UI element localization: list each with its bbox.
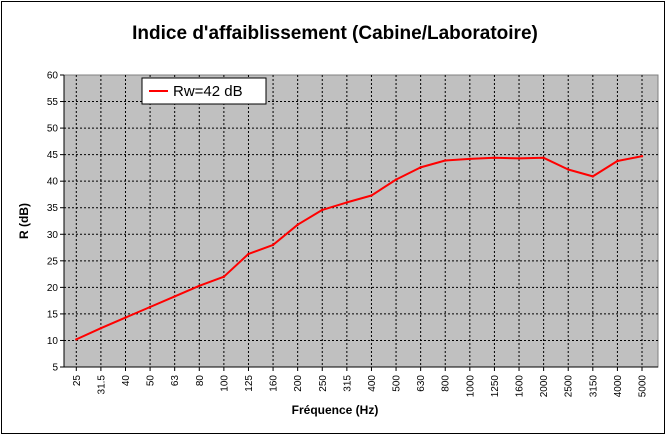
x-tick-label: 2000 xyxy=(539,375,550,398)
x-tick-label: 1000 xyxy=(465,375,476,398)
series-line xyxy=(75,155,643,341)
y-tick-label: 55 xyxy=(47,97,59,108)
data-point xyxy=(173,295,176,298)
data-point xyxy=(124,316,127,319)
x-axis-ticks: 25 31.5 40 50 63 80 100 125 160 200 250 315 400 500 63… xyxy=(64,366,658,398)
data-point xyxy=(517,157,521,160)
x-tick-label: 63 xyxy=(170,375,181,387)
x-tick-label: 200 xyxy=(293,375,304,392)
x-tick-label: 400 xyxy=(367,375,378,392)
legend: Rw=42 dB xyxy=(141,77,267,105)
data-point xyxy=(542,156,545,160)
data-point xyxy=(99,327,103,330)
x-tick-label: 3150 xyxy=(588,375,599,398)
data-point xyxy=(394,178,398,181)
data-point xyxy=(419,166,422,169)
x-tick-label: 500 xyxy=(392,375,403,392)
x-tick-label: 31.5 xyxy=(96,375,107,395)
x-tick-label: 1250 xyxy=(490,375,501,398)
y-tick-label: 20 xyxy=(47,283,59,294)
x-tick-label: 5000 xyxy=(638,375,649,398)
x-tick-label: 100 xyxy=(219,375,230,392)
data-point xyxy=(198,284,201,287)
x-tick-label: 80 xyxy=(195,375,206,387)
x-tick-label: 50 xyxy=(146,375,157,387)
x-tick-label: 1600 xyxy=(515,375,526,398)
y-tick-label: 15 xyxy=(47,309,59,320)
data-point xyxy=(493,156,496,160)
x-axis-label: Fréquence (Hz) xyxy=(292,403,379,417)
data-point xyxy=(75,338,78,341)
data-point xyxy=(640,155,644,158)
data-point xyxy=(567,168,570,171)
data-point xyxy=(468,157,472,161)
x-tick-label: 160 xyxy=(269,375,280,392)
x-tick-label: 40 xyxy=(121,375,132,387)
y-tick-label: 10 xyxy=(47,336,59,347)
y-axis-label: R (dB) xyxy=(17,203,31,239)
series-layer xyxy=(75,155,644,341)
y-tick-label: 5 xyxy=(52,363,58,374)
data-point xyxy=(296,223,299,226)
data-point xyxy=(444,159,447,162)
x-tick-label: 250 xyxy=(318,375,329,392)
y-tick-label: 50 xyxy=(47,124,59,135)
data-point xyxy=(222,275,226,278)
data-point xyxy=(616,159,619,163)
x-tick-label: 2500 xyxy=(564,375,575,398)
x-tick-label: 125 xyxy=(244,375,255,392)
data-point xyxy=(321,208,324,212)
y-axis-ticks: 5 10 15 20 25 30 35 40 45 50 55 60 xyxy=(47,71,65,374)
x-tick-label: 4000 xyxy=(613,375,624,398)
data-point xyxy=(370,194,373,197)
data-point xyxy=(345,201,349,204)
x-tick-label: 800 xyxy=(441,375,452,392)
grid-lines xyxy=(64,75,658,367)
x-tick-label: 630 xyxy=(416,375,427,392)
chart-title: Indice d'affaiblissement (Cabine/Laborat… xyxy=(132,23,538,44)
x-tick-label: 25 xyxy=(72,375,83,387)
y-tick-label: 30 xyxy=(47,230,59,241)
y-tick-label: 60 xyxy=(47,71,59,82)
y-tick-label: 40 xyxy=(47,177,59,188)
data-point xyxy=(271,243,275,247)
y-tick-label: 35 xyxy=(47,203,59,214)
y-tick-label: 45 xyxy=(47,150,59,161)
legend-entry: Rw=42 dB xyxy=(173,83,243,100)
data-point xyxy=(591,175,595,178)
x-tick-label: 315 xyxy=(342,375,353,392)
plot-area xyxy=(63,74,659,368)
data-point xyxy=(148,305,152,309)
data-point xyxy=(247,252,250,256)
y-tick-label: 25 xyxy=(47,256,59,267)
